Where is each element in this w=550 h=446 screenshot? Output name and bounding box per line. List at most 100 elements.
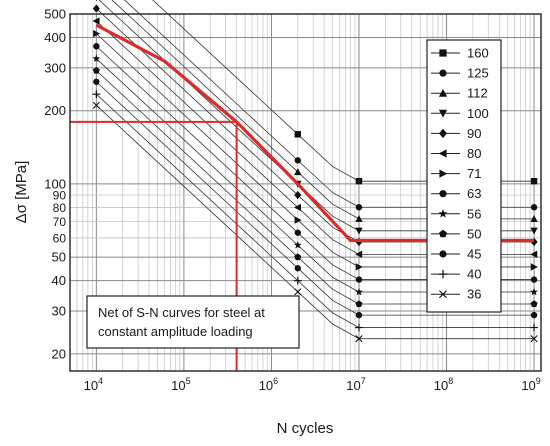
series-112 bbox=[111, 0, 538, 223]
series-line bbox=[123, 0, 535, 208]
legend-item-100: 100 bbox=[431, 106, 489, 121]
y-tick-label: 200 bbox=[44, 103, 66, 118]
y-tick-label: 300 bbox=[44, 60, 66, 75]
marker-shape bbox=[438, 209, 448, 218]
marker-shape bbox=[530, 214, 538, 223]
series-line bbox=[96, 81, 535, 316]
y-tick-label: 90 bbox=[53, 189, 67, 203]
x-axis-title: N cycles bbox=[277, 420, 334, 437]
marker-shape bbox=[294, 168, 302, 176]
marker-shape bbox=[530, 276, 538, 283]
y-tick-label: 60 bbox=[53, 231, 67, 245]
legend-label: 40 bbox=[467, 267, 481, 282]
legend-items: 160 125 112 100 90 80 71 63 56 50 45 40 36 bbox=[431, 46, 489, 302]
marker-shape bbox=[355, 300, 363, 307]
data-point bbox=[355, 177, 363, 185]
legend-label: 90 bbox=[467, 126, 481, 141]
legend-item-160: 160 bbox=[431, 46, 489, 61]
legend-marker bbox=[439, 169, 448, 178]
data-point bbox=[93, 78, 100, 85]
legend-item-71: 71 bbox=[431, 166, 481, 181]
legend-frame bbox=[426, 39, 502, 313]
y-tick-label: 20 bbox=[52, 346, 66, 361]
series-80 bbox=[92, 17, 538, 259]
data-point bbox=[530, 204, 538, 211]
data-point bbox=[355, 300, 363, 307]
data-point bbox=[92, 66, 100, 74]
legend-marker bbox=[438, 209, 448, 218]
marker-shape bbox=[355, 335, 363, 343]
legend-item-50: 50 bbox=[431, 226, 481, 241]
marker-shape bbox=[92, 4, 100, 13]
marker-shape bbox=[439, 229, 447, 238]
data-point bbox=[530, 276, 538, 283]
data-point bbox=[294, 190, 302, 200]
marker-shape bbox=[294, 131, 301, 138]
x-tick-label: 105 bbox=[171, 376, 190, 393]
series-line bbox=[96, 45, 535, 280]
highlight-line bbox=[95, 23, 535, 243]
data-point bbox=[294, 131, 301, 138]
legend-marker bbox=[439, 49, 447, 57]
legend-marker bbox=[439, 128, 447, 139]
marker-shape bbox=[355, 204, 363, 211]
marker-shape bbox=[355, 214, 363, 223]
legend-marker bbox=[438, 149, 447, 158]
series-line bbox=[96, 58, 535, 293]
marker-shape bbox=[293, 203, 301, 212]
note-line-1: Net of S-N curves for steel at bbox=[98, 305, 265, 320]
y-tick-label: 70 bbox=[53, 215, 67, 229]
data-point bbox=[355, 250, 363, 259]
marker-shape bbox=[530, 177, 538, 185]
data-point bbox=[355, 311, 363, 319]
series-160 bbox=[152, 0, 538, 185]
marker-shape bbox=[355, 250, 363, 259]
legend-item-56: 56 bbox=[431, 206, 481, 221]
data-point bbox=[93, 29, 101, 38]
data-point bbox=[92, 54, 101, 63]
plot-frame bbox=[69, 13, 542, 372]
data-point bbox=[530, 287, 539, 296]
marker-shape bbox=[293, 240, 302, 249]
data-point bbox=[92, 101, 100, 109]
data-point bbox=[92, 17, 100, 25]
series-line bbox=[96, 33, 535, 268]
data-point bbox=[95, 0, 98, 2]
data-point bbox=[294, 157, 301, 164]
marker-shape bbox=[439, 190, 447, 198]
marker-shape bbox=[294, 157, 301, 164]
marker-shape bbox=[92, 66, 100, 74]
marker-shape bbox=[93, 78, 100, 85]
note-box: Net of S-N curves for steel at constant … bbox=[86, 295, 300, 349]
marker-shape bbox=[530, 287, 539, 296]
data-point bbox=[355, 227, 363, 235]
data-point bbox=[294, 265, 301, 272]
legend-item-90: 90 bbox=[431, 126, 481, 141]
legend-label: 36 bbox=[467, 287, 481, 302]
marker-shape bbox=[294, 288, 302, 296]
marker-shape bbox=[530, 204, 538, 211]
data-point bbox=[355, 287, 363, 296]
legend-marker bbox=[439, 69, 447, 77]
series-125 bbox=[123, 0, 538, 211]
y-axis-title: Δσ [MPa] bbox=[13, 161, 30, 224]
marker-shape bbox=[439, 290, 447, 299]
legend-label: 112 bbox=[467, 86, 488, 101]
marker-shape bbox=[439, 69, 447, 77]
note-frame bbox=[86, 295, 300, 349]
data-point bbox=[530, 177, 538, 185]
legend-item-45: 45 bbox=[431, 247, 481, 262]
data-point bbox=[530, 263, 538, 271]
data-point bbox=[294, 168, 302, 176]
legend-item-63: 63 bbox=[431, 186, 481, 201]
marker-shape bbox=[355, 227, 363, 235]
data-point bbox=[530, 250, 538, 259]
data-point bbox=[294, 216, 302, 224]
marker-shape bbox=[294, 190, 302, 200]
marker-shape bbox=[355, 287, 363, 296]
legend-marker bbox=[439, 290, 447, 299]
marker-shape bbox=[294, 253, 302, 261]
data-point bbox=[93, 43, 100, 50]
